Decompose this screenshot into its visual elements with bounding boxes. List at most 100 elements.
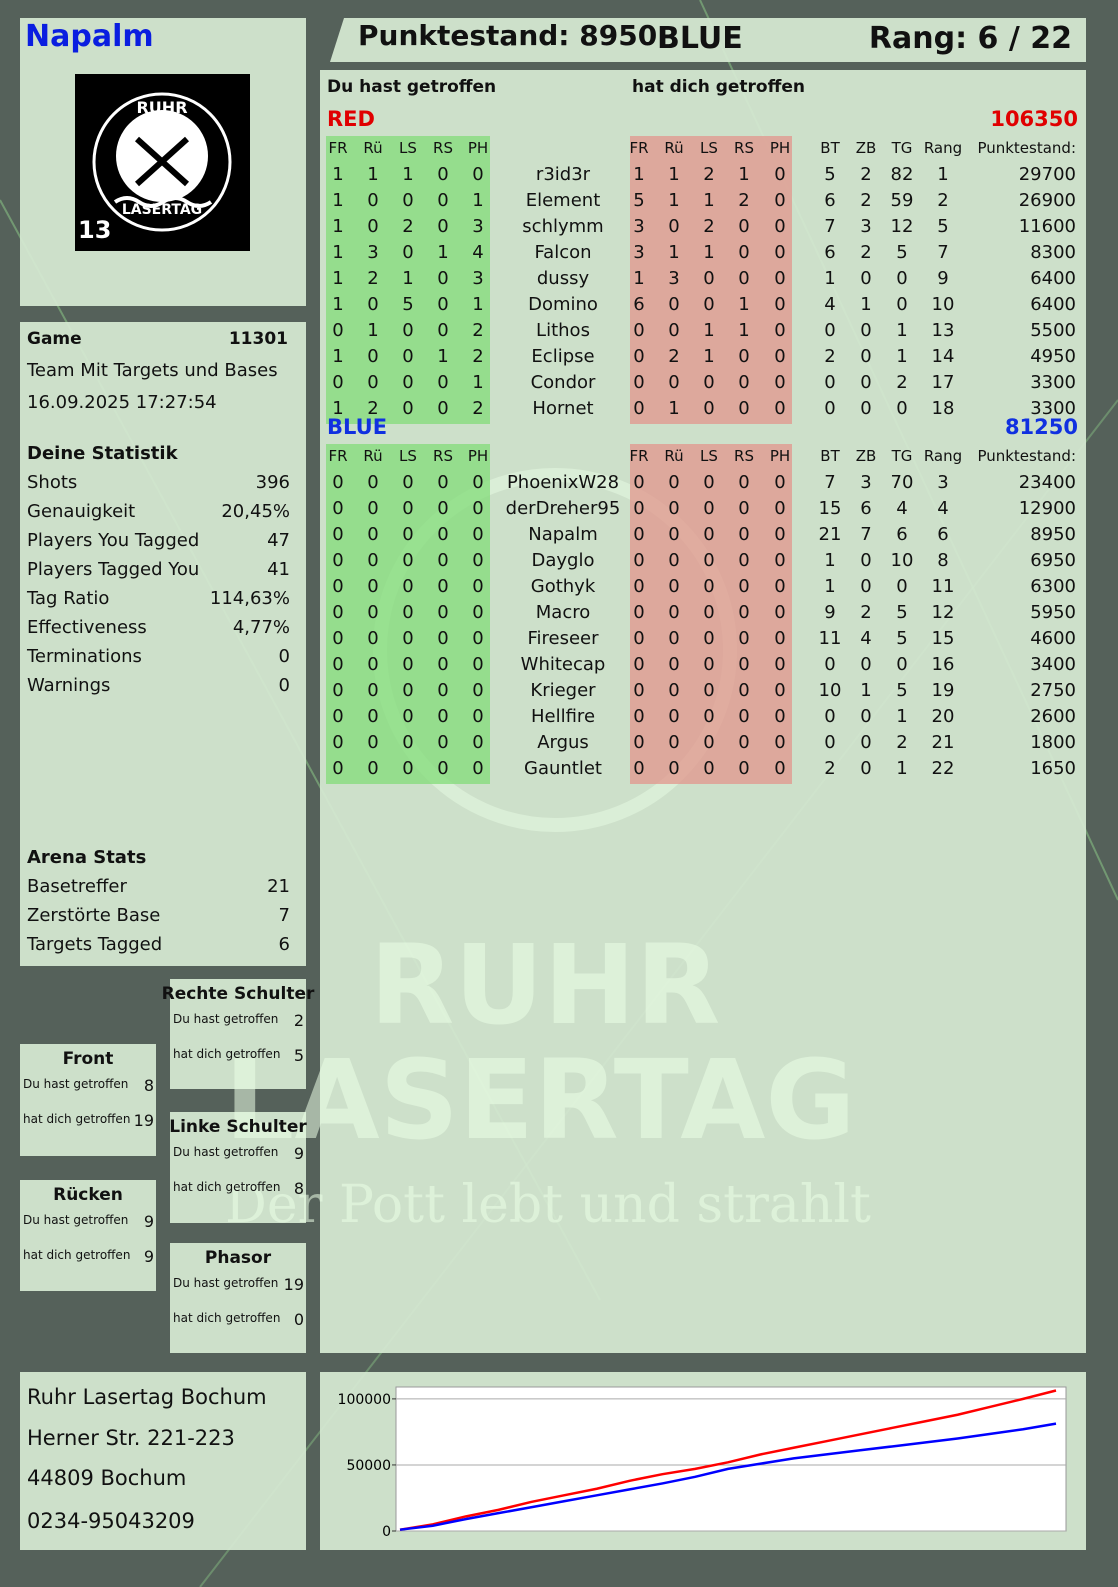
hit-given: 1 — [332, 216, 344, 237]
player-name: Napalm — [25, 19, 154, 54]
stat-value: 0 — [278, 675, 290, 696]
hit-given: 0 — [367, 550, 379, 571]
column-header: BT — [820, 446, 840, 465]
address-panel — [20, 1372, 306, 1550]
column-header: PH — [467, 446, 489, 465]
column-header: PH — [769, 446, 791, 465]
hit-taken: 0 — [703, 294, 715, 315]
player-stat: 21 — [818, 524, 842, 545]
player-stat: 9 — [824, 602, 836, 623]
hit-given: 0 — [332, 732, 344, 753]
hit-given: 0 — [332, 758, 344, 779]
stat-label: Players You Tagged — [27, 530, 200, 551]
zone-value: 19 — [283, 1275, 304, 1294]
hit-taken: 0 — [774, 216, 786, 237]
hit-given: 0 — [472, 498, 484, 519]
player-score: 11600 — [1018, 216, 1076, 237]
hit-taken: 0 — [774, 524, 786, 545]
stat-value: 4,77% — [232, 617, 290, 638]
team-name: RED — [327, 106, 375, 131]
hit-given: 0 — [437, 550, 449, 571]
hit-taken: 0 — [738, 472, 750, 493]
hit-given: 1 — [332, 398, 344, 419]
hit-taken: 0 — [668, 498, 680, 519]
stat-label: Zerstörte Base — [27, 905, 161, 926]
hit-taken: 0 — [738, 498, 750, 519]
hit-given: 1 — [332, 346, 344, 367]
hit-taken: 0 — [703, 472, 715, 493]
hit-taken: 0 — [774, 550, 786, 571]
player-score: 3400 — [1030, 654, 1076, 675]
hit-given: 0 — [472, 732, 484, 753]
hit-taken: 0 — [668, 372, 680, 393]
hit-given: 0 — [437, 190, 449, 211]
hit-taken: 2 — [668, 346, 680, 367]
player-score: 6400 — [1030, 268, 1076, 289]
hit-taken: 0 — [633, 602, 645, 623]
column-group-title: hat dich getroffen — [632, 76, 806, 97]
hit-given: 0 — [437, 576, 449, 597]
hit-given: 1 — [472, 372, 484, 393]
hit-taken: 0 — [703, 680, 715, 701]
player-stat: 4 — [860, 628, 872, 649]
player-stat: 0 — [860, 550, 872, 571]
hit-taken: 0 — [703, 498, 715, 519]
player-stat: 14 — [931, 346, 955, 367]
player-stat: 7 — [860, 524, 872, 545]
player-stat: 3 — [860, 472, 872, 493]
hit-given: 0 — [437, 216, 449, 237]
player-stat: 2 — [896, 732, 908, 753]
player-stat: 0 — [860, 372, 872, 393]
column-header: TG — [891, 446, 913, 465]
hit-given: 0 — [402, 550, 414, 571]
zone-label: hat dich getroffen — [23, 1112, 131, 1126]
hit-taken: 1 — [703, 346, 715, 367]
hit-given: 0 — [402, 732, 414, 753]
hit-given: 0 — [367, 472, 379, 493]
hit-taken: 0 — [703, 758, 715, 779]
player-name: dussy — [536, 268, 590, 289]
player-name: Whitecap — [520, 654, 606, 675]
player-stat: 0 — [824, 372, 836, 393]
column-header: LS — [700, 446, 718, 465]
player-stat: 0 — [824, 706, 836, 727]
zone-label: Du hast getroffen — [173, 1012, 279, 1026]
hit-given: 3 — [367, 242, 379, 263]
hit-taken: 0 — [738, 602, 750, 623]
player-stat: 15 — [818, 498, 842, 519]
hit-taken: 0 — [633, 346, 645, 367]
hit-taken: 0 — [738, 372, 750, 393]
y-tick-label: 0 — [382, 1524, 391, 1540]
score-text: Punktestand: 8950 — [358, 19, 658, 52]
hit-given: 0 — [437, 472, 449, 493]
hit-taken: 0 — [774, 680, 786, 701]
hit-given: 1 — [437, 242, 449, 263]
hit-taken: 0 — [668, 576, 680, 597]
player-stat: 4 — [824, 294, 836, 315]
hit-taken: 0 — [774, 372, 786, 393]
zone-label: hat dich getroffen — [173, 1180, 281, 1194]
hit-taken: 0 — [668, 758, 680, 779]
player-score: 6300 — [1030, 576, 1076, 597]
player-name: Lithos — [536, 320, 590, 341]
stat-value: 41 — [267, 559, 290, 580]
player-stat: 16 — [931, 654, 955, 675]
player-name: Gothyk — [530, 576, 596, 597]
stat-label: Terminations — [27, 646, 142, 667]
hit-taken: 0 — [668, 294, 680, 315]
column-header: FR — [328, 138, 348, 157]
hit-given: 0 — [367, 346, 379, 367]
series-line — [399, 1389, 1057, 1531]
address-line: 44809 Bochum — [27, 1465, 187, 1490]
player-stat: 6 — [824, 190, 836, 211]
hit-given: 0 — [402, 680, 414, 701]
column-header: FR — [328, 446, 348, 465]
zone-title: Phasor — [204, 1247, 272, 1268]
hit-taken: 0 — [774, 320, 786, 341]
hit-taken: 6 — [633, 294, 645, 315]
player-stat: 6 — [860, 498, 872, 519]
y-tick-label: 100000 — [338, 1392, 391, 1408]
zone-panel — [170, 1243, 306, 1353]
hit-given: 3 — [472, 268, 484, 289]
player-stat: 5 — [896, 602, 908, 623]
